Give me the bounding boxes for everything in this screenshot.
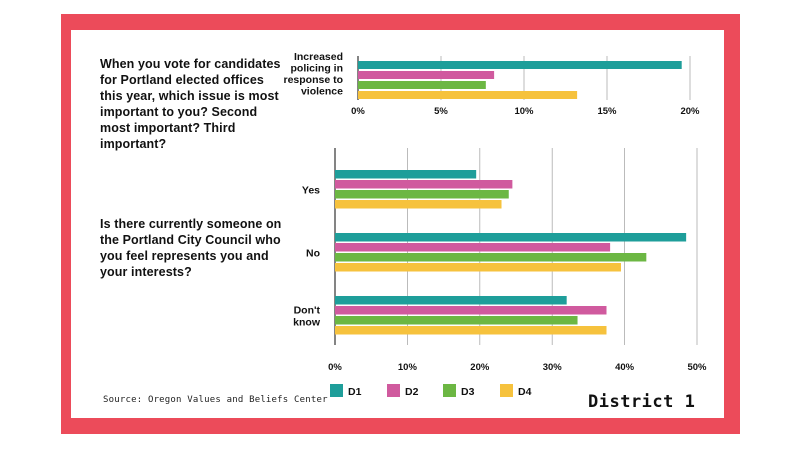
chart2-bar-d1 [335, 170, 477, 179]
chart2-category-label: No [306, 247, 320, 259]
chart1-tick-label: 15% [597, 106, 617, 117]
chart2-category-label: know [293, 316, 321, 328]
chart2-tick-label: 0% [328, 362, 342, 373]
question-1-text: When you vote for candidates for Portlan… [100, 57, 281, 151]
legend-label-d2: D2 [405, 386, 419, 398]
chart2-bar-d2 [335, 243, 611, 252]
chart2-bar-d1 [335, 296, 567, 305]
chart1-tick-label: 0% [351, 106, 365, 117]
chart2-bar-d2 [335, 180, 513, 189]
chart1-category-label: response to [283, 74, 343, 86]
legend-swatch-d3 [443, 384, 456, 397]
chart1-category-label: policing in [291, 63, 344, 75]
chart1-category-label: violence [301, 86, 343, 98]
chart1-tick-label: 10% [514, 106, 534, 117]
chart2-tick-label: 20% [470, 362, 490, 373]
chart2-bar-d2 [335, 306, 607, 315]
district-label: District 1 [588, 392, 696, 412]
chart2-bar-d4 [335, 326, 607, 335]
chart2-bar-d1 [335, 233, 687, 242]
chart2-bar-d3 [335, 253, 647, 262]
chart2-tick-label: 30% [543, 362, 563, 373]
legend-label-d1: D1 [348, 386, 362, 398]
legend-swatch-d2 [387, 384, 400, 397]
legend-swatch-d1 [330, 384, 343, 397]
chart1-bar-d1 [358, 61, 682, 69]
chart1-tick-label: 5% [434, 106, 448, 117]
chart1-category-label: Increased [294, 51, 343, 63]
chart1-tick-label: 20% [680, 106, 700, 117]
chart2-tick-label: 50% [687, 362, 707, 373]
chart2-bar-d3 [335, 190, 509, 199]
chart2-tick-label: 10% [398, 362, 418, 373]
chart2-tick-label: 40% [615, 362, 635, 373]
legend-swatch-d4 [500, 384, 513, 397]
source-note: Source: Oregon Values and Beliefs Center [103, 395, 328, 405]
chart2-bar-d4 [335, 200, 502, 209]
chart1-bar-d2 [358, 71, 495, 79]
chart1-bar-d4 [358, 91, 578, 99]
chart2-bar-d4 [335, 263, 621, 272]
question-2-text: Is there currently someone on the Portla… [100, 217, 282, 279]
chart1-bar-d3 [358, 81, 486, 89]
chart2-bar-d3 [335, 316, 578, 325]
legend-label-d3: D3 [461, 386, 475, 398]
chart2-category-label: Yes [302, 184, 320, 196]
legend-label-d4: D4 [518, 386, 532, 398]
chart2-category-label: Don't [294, 304, 321, 316]
